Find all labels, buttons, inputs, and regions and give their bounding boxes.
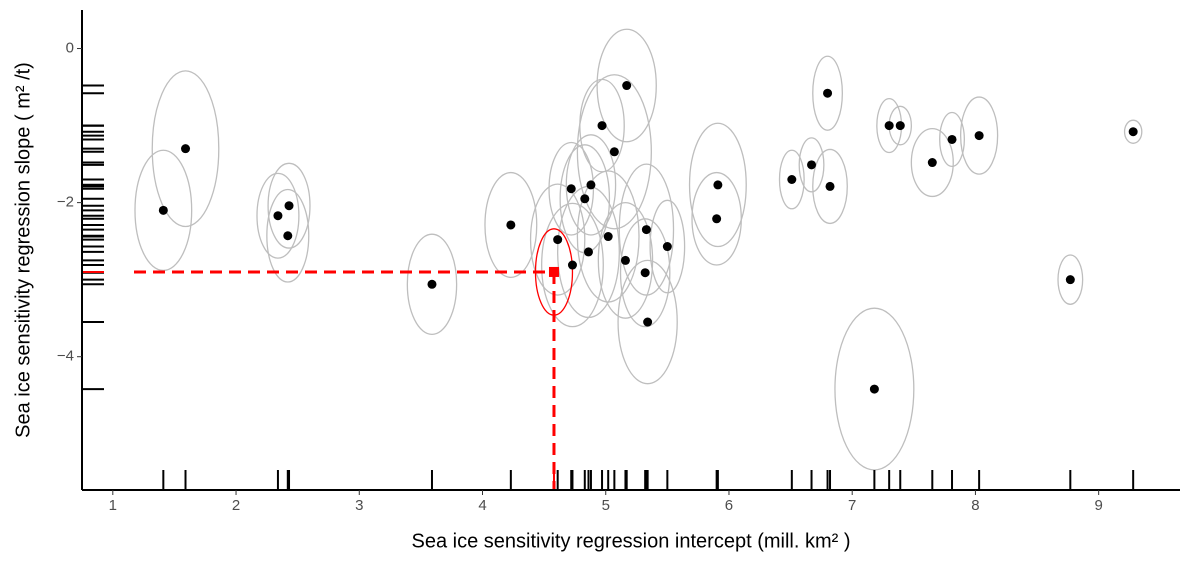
point bbox=[553, 235, 563, 245]
point bbox=[884, 121, 894, 131]
x-tick-label: 8 bbox=[971, 497, 979, 514]
point bbox=[947, 134, 957, 144]
point bbox=[823, 88, 833, 98]
ellipse bbox=[541, 202, 604, 328]
point bbox=[580, 194, 590, 204]
x-tick-label: 2 bbox=[232, 497, 240, 514]
ellipse bbox=[597, 201, 654, 319]
x-tick-label: 4 bbox=[478, 497, 486, 514]
point bbox=[643, 317, 653, 327]
y-tick-label: −2 bbox=[57, 194, 74, 211]
ellipse bbox=[576, 74, 652, 230]
point bbox=[662, 242, 672, 252]
point bbox=[1065, 275, 1075, 285]
ellipse bbox=[778, 149, 805, 210]
highlight-point bbox=[548, 266, 559, 277]
ellipse bbox=[1123, 119, 1143, 144]
ellipse bbox=[151, 70, 220, 228]
ellipse bbox=[617, 259, 678, 385]
y-tick-label: −4 bbox=[57, 348, 74, 365]
ellipse bbox=[649, 199, 686, 294]
ellipse bbox=[618, 163, 675, 296]
ellipse bbox=[959, 96, 999, 175]
ellipse bbox=[565, 134, 617, 236]
ellipse bbox=[529, 183, 586, 296]
ellipse bbox=[484, 171, 538, 279]
ellipse bbox=[596, 28, 657, 143]
point bbox=[787, 175, 797, 185]
ellipse bbox=[266, 188, 310, 283]
ellipse bbox=[691, 171, 742, 266]
x-tick-label: 7 bbox=[848, 497, 856, 514]
point bbox=[283, 231, 293, 241]
ellipse bbox=[1057, 254, 1084, 305]
x-tick-label: 9 bbox=[1094, 497, 1102, 514]
ellipse bbox=[134, 149, 193, 272]
point bbox=[158, 205, 168, 215]
x-tick-label: 1 bbox=[109, 497, 117, 514]
ellipse bbox=[939, 111, 965, 168]
point bbox=[566, 184, 576, 194]
ellipse bbox=[910, 128, 954, 198]
ellipse bbox=[688, 122, 747, 248]
point bbox=[567, 260, 577, 270]
x-axis-title: Sea ice sensitivity regression intercept… bbox=[411, 530, 850, 552]
point bbox=[181, 144, 191, 154]
point bbox=[506, 220, 516, 230]
ellipse bbox=[576, 170, 640, 303]
point bbox=[895, 121, 905, 131]
ellipse bbox=[256, 172, 300, 259]
y-axis-title: Sea ice sensitivity regression slope ( m… bbox=[12, 62, 34, 438]
ellipse bbox=[798, 137, 825, 193]
point bbox=[712, 214, 722, 224]
ellipse bbox=[812, 55, 843, 131]
point bbox=[273, 211, 283, 221]
point bbox=[869, 384, 879, 394]
ellipse bbox=[267, 162, 311, 249]
point bbox=[974, 131, 984, 141]
point bbox=[597, 121, 607, 131]
ellipse bbox=[619, 218, 671, 328]
ellipse bbox=[834, 307, 915, 471]
point bbox=[620, 255, 630, 265]
point bbox=[825, 181, 835, 191]
point bbox=[603, 232, 613, 242]
x-tick-label: 6 bbox=[725, 497, 733, 514]
point bbox=[807, 160, 817, 170]
ellipse bbox=[812, 148, 848, 225]
point bbox=[586, 180, 596, 190]
point bbox=[609, 147, 619, 157]
x-tick-label: 3 bbox=[355, 497, 363, 514]
y-tick-label: 0 bbox=[66, 39, 74, 56]
point bbox=[927, 158, 937, 168]
x-tick-label: 5 bbox=[602, 497, 610, 514]
ellipse bbox=[548, 141, 595, 236]
point bbox=[1128, 127, 1138, 137]
point bbox=[641, 225, 651, 235]
point bbox=[583, 247, 593, 257]
point bbox=[640, 268, 650, 278]
point bbox=[284, 201, 294, 211]
point bbox=[427, 279, 437, 289]
point bbox=[622, 81, 632, 91]
point bbox=[713, 180, 723, 190]
ellipse bbox=[406, 233, 458, 336]
